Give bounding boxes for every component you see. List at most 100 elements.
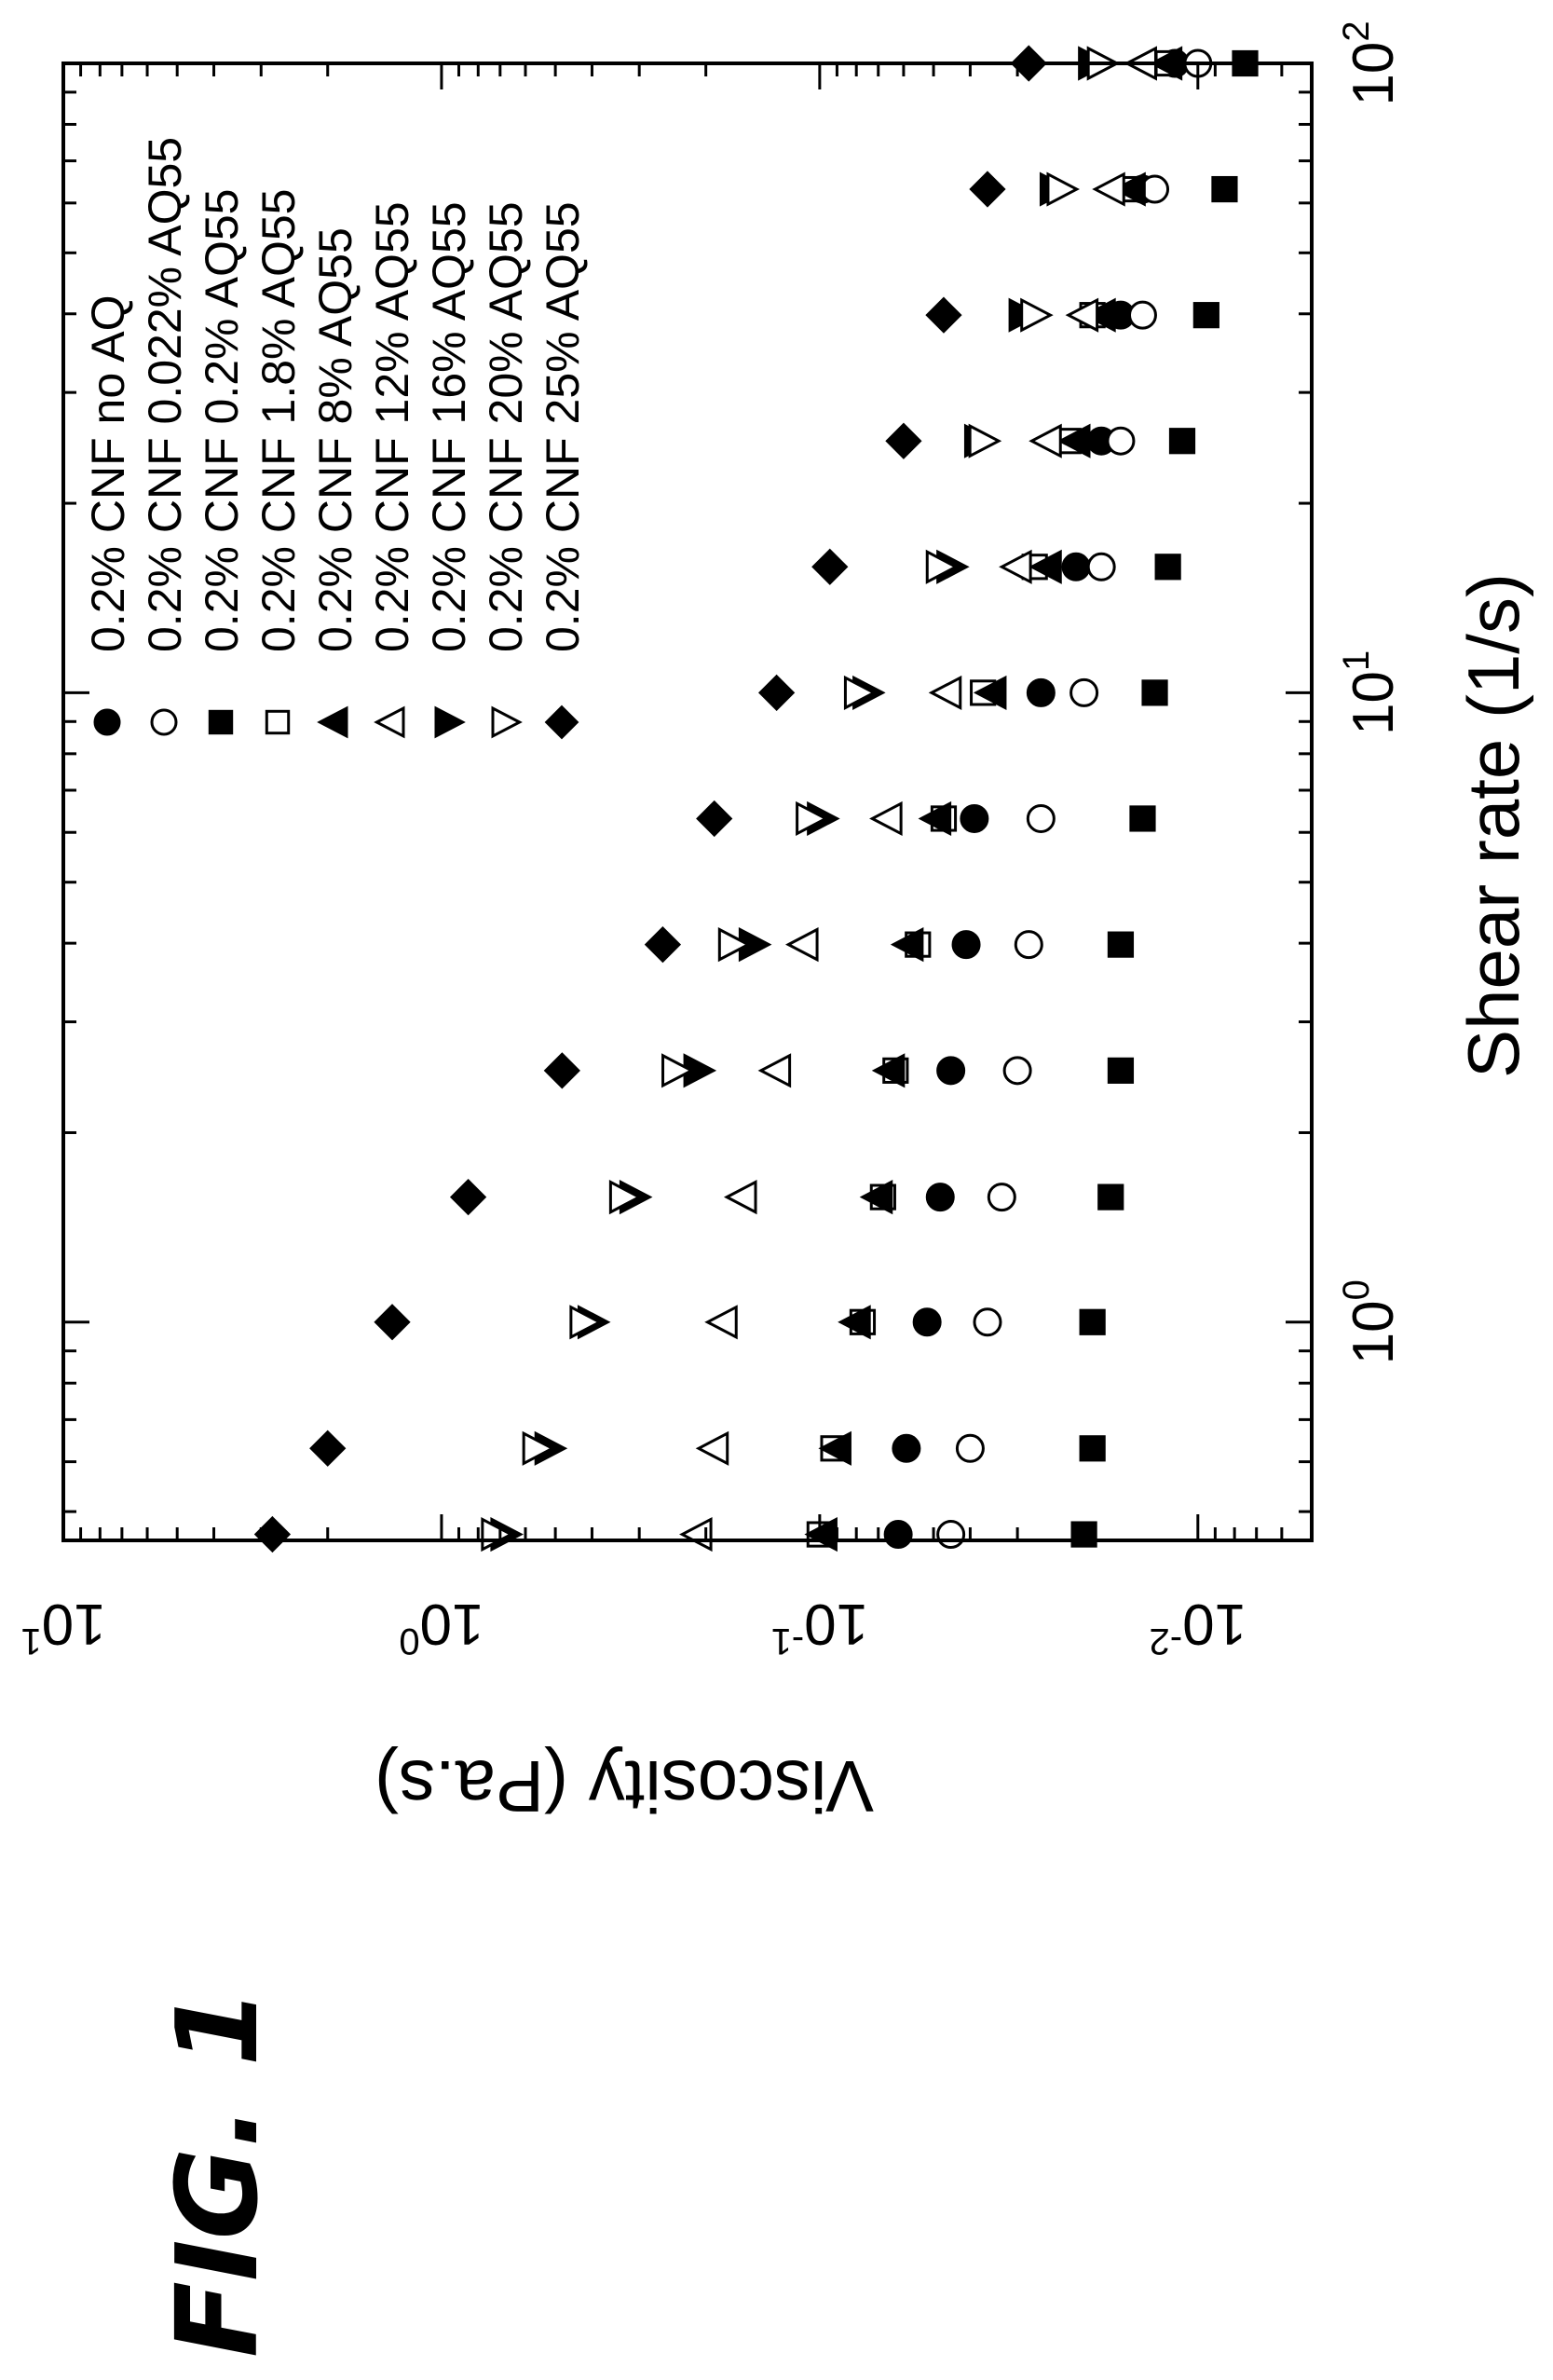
- data-point: [973, 675, 1007, 710]
- data-point: [912, 1307, 942, 1337]
- legend-label: 0.2% CNF 16% AQ55: [423, 201, 475, 652]
- legend-label: 0.2% CNF no AQ: [82, 295, 134, 653]
- data-point: [890, 927, 924, 963]
- data-point: [543, 1052, 580, 1089]
- data-point: [838, 1305, 871, 1340]
- data-point: [1065, 297, 1099, 333]
- data-point: [449, 1178, 487, 1216]
- data-point: [892, 1433, 921, 1463]
- data-point: [1083, 297, 1116, 333]
- data-point: [661, 1053, 695, 1088]
- data-point: [1107, 931, 1135, 958]
- data-point: [936, 1520, 966, 1550]
- legend-marker: [434, 705, 466, 739]
- data-point: [1154, 554, 1181, 581]
- data-point: [1046, 171, 1081, 207]
- data-point: [1029, 423, 1062, 458]
- legend-marker: [150, 708, 178, 736]
- data-point: [960, 803, 989, 833]
- data-point: [522, 1430, 556, 1466]
- legend-marker: [208, 709, 234, 735]
- data-point: [859, 1180, 893, 1215]
- data-point: [796, 800, 829, 837]
- data-point: [925, 1183, 955, 1212]
- data-point: [987, 1183, 1016, 1212]
- series-8: [481, 46, 1121, 1552]
- legend-label: 0.2% CNF 8% AQ55: [309, 227, 361, 652]
- legend-marker: [93, 708, 121, 736]
- figure-label-group: FIG. 1: [154, 1989, 283, 2358]
- data-point: [695, 1430, 729, 1466]
- y-tick-label-exponent: 0: [399, 1621, 419, 1662]
- x-tick-label: 101: [1336, 650, 1406, 735]
- data-point: [951, 930, 981, 960]
- data-point: [869, 800, 903, 837]
- data-point: [723, 1180, 757, 1215]
- data-point: [785, 927, 819, 963]
- data-point: [1020, 297, 1054, 333]
- data-point: [1106, 426, 1136, 456]
- data-point: [757, 674, 796, 712]
- data-point: [811, 548, 849, 585]
- data-point: [1092, 171, 1125, 207]
- data-point: [309, 1429, 347, 1467]
- data-point: [608, 1180, 643, 1215]
- legend-label: 0.2% CNF 0.2% AQ55: [196, 189, 248, 652]
- data-point: [1026, 677, 1056, 707]
- data-point: [925, 296, 962, 334]
- data-point: [843, 675, 878, 710]
- x-tick-label-exponent: 2: [1336, 21, 1377, 41]
- x-axis-title: Shear rate (1/s): [1452, 573, 1534, 1078]
- data-point: [928, 675, 962, 710]
- data-point: [1097, 1183, 1124, 1211]
- data-point: [1112, 171, 1146, 207]
- data-point: [1061, 552, 1091, 581]
- x-tick-label: 102: [1336, 21, 1406, 105]
- data-point: [883, 1520, 913, 1550]
- plot-frame: [61, 62, 1314, 1542]
- legend-item: 0.2% CNF 12% AQ55: [366, 201, 418, 739]
- data-point: [1002, 1056, 1032, 1086]
- y-tick-label: 10-2: [1150, 1592, 1247, 1662]
- data-point: [969, 171, 1006, 208]
- y-tick-label: 100: [399, 1592, 484, 1662]
- legend-label: 0.2% CNF 12% AQ55: [366, 201, 418, 652]
- data-point: [1069, 677, 1099, 707]
- legend-marker: [544, 704, 579, 740]
- data-point: [717, 927, 752, 963]
- data-point: [1127, 300, 1157, 330]
- data-point: [757, 1053, 792, 1088]
- legend-label: 0.2% CNF 0.022% AQ55: [139, 137, 191, 652]
- data-point: [1029, 549, 1062, 584]
- data-point: [936, 1056, 966, 1086]
- data-point: [374, 1304, 411, 1341]
- chart-marks: [253, 45, 1259, 1553]
- series-3: [1070, 49, 1259, 1548]
- data-point: [1086, 552, 1116, 581]
- data-point: [1056, 423, 1091, 458]
- y-tick-label-exponent: -1: [771, 1621, 805, 1662]
- axis-ticks: [61, 62, 1314, 1540]
- data-point: [1014, 930, 1043, 960]
- data-point: [569, 1305, 603, 1340]
- data-point: [696, 800, 733, 838]
- x-tick-label-exponent: 1: [1336, 650, 1377, 671]
- data-point: [704, 1305, 738, 1340]
- legend-item: 0.2% CNF 0.022% AQ55: [139, 137, 191, 736]
- data-point: [1079, 1308, 1106, 1335]
- data-point: [644, 926, 682, 964]
- data-point: [1211, 175, 1238, 203]
- legend-marker: [265, 709, 291, 735]
- data-point: [968, 423, 1002, 458]
- data-point: [1192, 302, 1219, 329]
- data-point: [885, 422, 922, 459]
- legend-item: 0.2% CNF 20% AQ55: [480, 201, 532, 739]
- data-point: [973, 1307, 1002, 1337]
- data-point: [818, 1430, 851, 1466]
- legend-label: 0.2% CNF 20% AQ55: [480, 201, 532, 652]
- legend-item: 0.2% CNF no AQ: [82, 295, 134, 736]
- y-axis-title: Viscosity (Pa.s): [375, 1745, 874, 1827]
